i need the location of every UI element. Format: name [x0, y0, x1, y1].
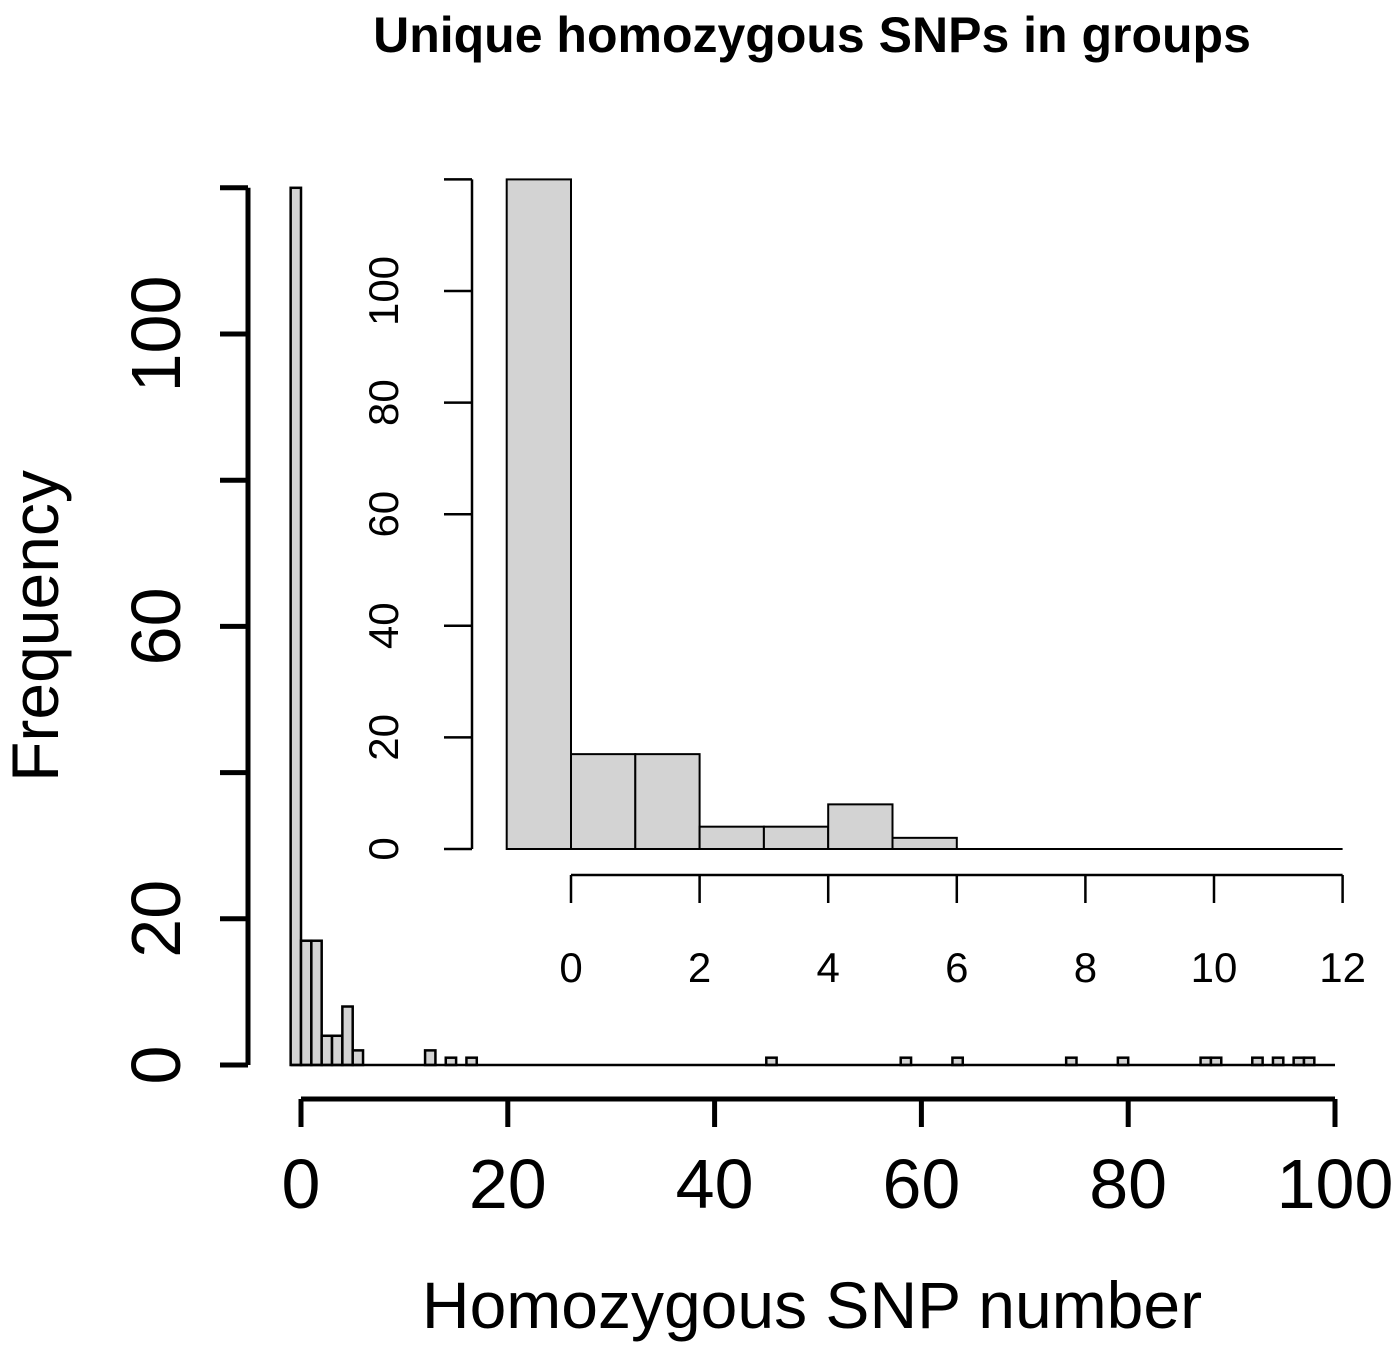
inset-x-tick-label: 4: [817, 944, 840, 991]
inset-bar-0: [505, 178, 573, 850]
inset-histogram: 0 2 4 6 8 10 12 0 20 40 60 80 100: [360, 178, 1366, 991]
main-x-tick-label: 80: [1089, 1145, 1167, 1223]
inset-y-tick-label: 20: [360, 714, 407, 761]
main-bar-6: [351, 1049, 365, 1067]
inset-bar-2: [634, 753, 701, 851]
main-bar-7: [423, 1049, 437, 1067]
inset-x-axis: 0 2 4 6 8 10 12: [559, 873, 1366, 991]
inset-y-tick-label: 100: [360, 256, 407, 326]
chart-title: Unique homozygous SNPs in groups: [373, 7, 1251, 63]
main-bars: [289, 186, 1335, 1067]
main-y-axis: 0 20 60 100: [117, 185, 251, 1085]
inset-x-tick-label: 8: [1074, 944, 1097, 991]
inset-y-tick-label: 60: [360, 491, 407, 538]
main-y-tick-label: 60: [117, 587, 195, 665]
inset-y-axis: 0 20 40 60 80 100: [360, 178, 474, 861]
main-x-tick-label: 100: [1277, 1145, 1394, 1223]
main-bar-1: [299, 939, 313, 1067]
main-x-tick-label: 40: [676, 1145, 754, 1223]
inset-bar-1: [570, 753, 637, 851]
inset-bar-6: [891, 836, 958, 851]
inset-y-tick-label: 0: [360, 837, 407, 860]
inset-bar-4: [762, 825, 830, 850]
inset-bars: [505, 178, 1343, 851]
inset-x-tick-label: 0: [559, 944, 582, 991]
inset-bar-5: [827, 803, 894, 850]
inset-x-tick-label: 6: [945, 944, 968, 991]
inset-y-tick-label: 40: [360, 602, 407, 649]
main-bar-4: [330, 1034, 344, 1067]
main-x-axis: 0 20 40 60 80 100: [282, 1096, 1394, 1223]
inset-x-tick-label: 2: [688, 944, 711, 991]
main-bar-3: [320, 1034, 334, 1067]
main-bar-5: [341, 1005, 354, 1067]
inset-bar-3: [698, 825, 765, 850]
main-bar-2: [310, 939, 323, 1067]
main-y-tick-label: 100: [117, 276, 195, 393]
inset-x-tick-label: 12: [1319, 944, 1366, 991]
main-x-tick-label: 60: [882, 1145, 960, 1223]
main-x-tick-label: 20: [469, 1145, 547, 1223]
inset-y-tick-label: 80: [360, 379, 407, 426]
main-y-tick-label: 0: [117, 1046, 195, 1085]
main-y-tick-label: 20: [117, 880, 195, 958]
x-axis-label: Homozygous SNP number: [422, 1268, 1202, 1342]
y-axis-label: Frequency: [0, 470, 72, 782]
main-bar-0: [289, 186, 303, 1067]
main-x-tick-label: 0: [282, 1145, 321, 1223]
inset-x-tick-label: 10: [1191, 944, 1238, 991]
